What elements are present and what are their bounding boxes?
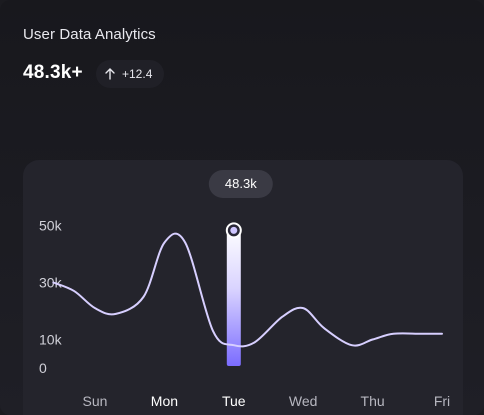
tooltip-label: 48.3k — [225, 176, 257, 191]
x-tick-label: Thu — [361, 393, 385, 409]
highlight-bar — [226, 226, 241, 366]
delta-value: +12.4 — [122, 67, 153, 81]
y-tick-label: 30k — [39, 275, 63, 291]
y-tick-label: 50k — [39, 218, 63, 234]
tooltip-pill — [208, 170, 273, 198]
metric-value: 48.3k+ — [23, 62, 83, 83]
x-tick-label: Fri — [434, 393, 450, 409]
series-line — [52, 232, 443, 348]
y-tick-label: 10k — [39, 332, 63, 348]
arrow-up-icon — [105, 68, 115, 80]
card-title: User Data Analytics — [23, 26, 156, 43]
x-tick-label: Mon — [151, 393, 178, 409]
x-tick-label: Sun — [83, 393, 108, 409]
delta-badge: +12.4 — [96, 60, 165, 88]
y-tick-label: 0 — [39, 360, 47, 376]
x-tick-label: Wed — [289, 393, 318, 409]
highlight-point — [230, 226, 238, 234]
chart-panel — [23, 160, 463, 415]
x-tick-label: Tue — [222, 393, 246, 409]
